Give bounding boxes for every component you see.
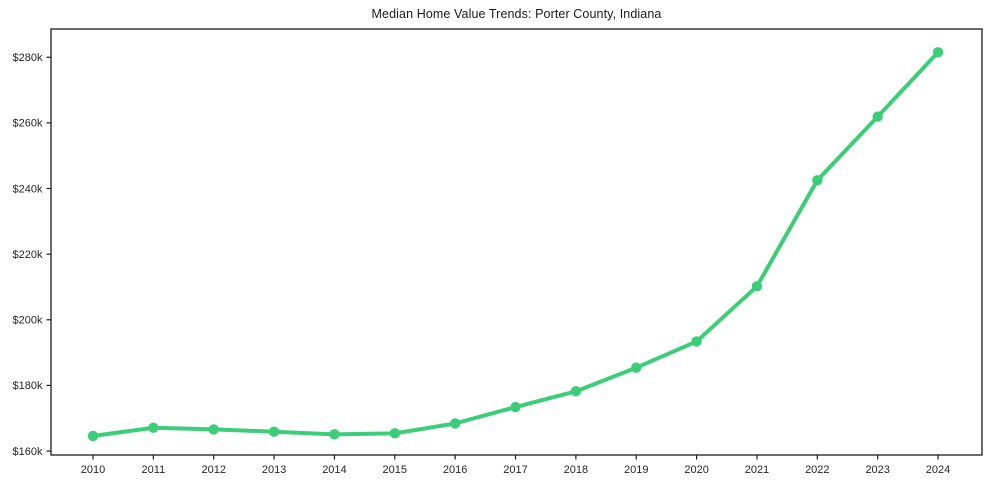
data-point-2013 (268, 426, 280, 437)
chart-title: Median Home Value Trends: Porter County,… (371, 7, 662, 21)
x-tick-label: 2023 (865, 464, 889, 476)
data-point-2022 (812, 175, 823, 186)
data-point-2011 (148, 422, 159, 433)
data-point-2014 (329, 429, 340, 440)
x-tick-label: 2012 (201, 464, 225, 476)
x-tick-label: 2024 (926, 464, 950, 476)
y-tick-label: $240k (13, 183, 43, 195)
trend-line (91, 50, 941, 438)
x-tick-label: 2020 (684, 464, 708, 476)
axes-frame (50, 28, 983, 456)
x-tick-label: 2019 (624, 464, 648, 476)
y-tick-label: $200k (13, 315, 43, 327)
x-tick-label: 2013 (262, 464, 286, 476)
y-tick-label: $180k (13, 380, 43, 392)
x-tick-label: 2015 (383, 464, 407, 476)
data-point-2021 (751, 281, 763, 292)
x-tick-label: 2016 (443, 464, 467, 476)
x-tick-label: 2018 (564, 464, 588, 476)
x-tick-label: 2014 (322, 464, 346, 476)
x-tick-label: 2011 (142, 464, 166, 476)
data-point-2016 (449, 418, 461, 429)
data-point-2017 (510, 401, 521, 413)
data-point-2020 (691, 336, 702, 347)
x-tick-label: 2010 (81, 464, 105, 476)
data-point-2015 (389, 428, 400, 439)
y-tick-label: $280k (13, 52, 43, 64)
x-tick-label: 2022 (805, 464, 829, 476)
data-point-2024 (932, 47, 944, 58)
data-point-2018 (570, 386, 582, 397)
y-tick-label: $260k (13, 118, 43, 130)
data-point-2023 (872, 111, 883, 122)
y-tick-label: $160k (13, 446, 43, 458)
y-tick-label: $220k (13, 249, 43, 261)
data-point-2010 (87, 430, 99, 442)
data-point-2012 (208, 424, 219, 435)
x-tick-label: 2021 (745, 464, 769, 476)
x-tick-label: 2017 (503, 464, 527, 476)
data-point-2019 (631, 362, 642, 373)
